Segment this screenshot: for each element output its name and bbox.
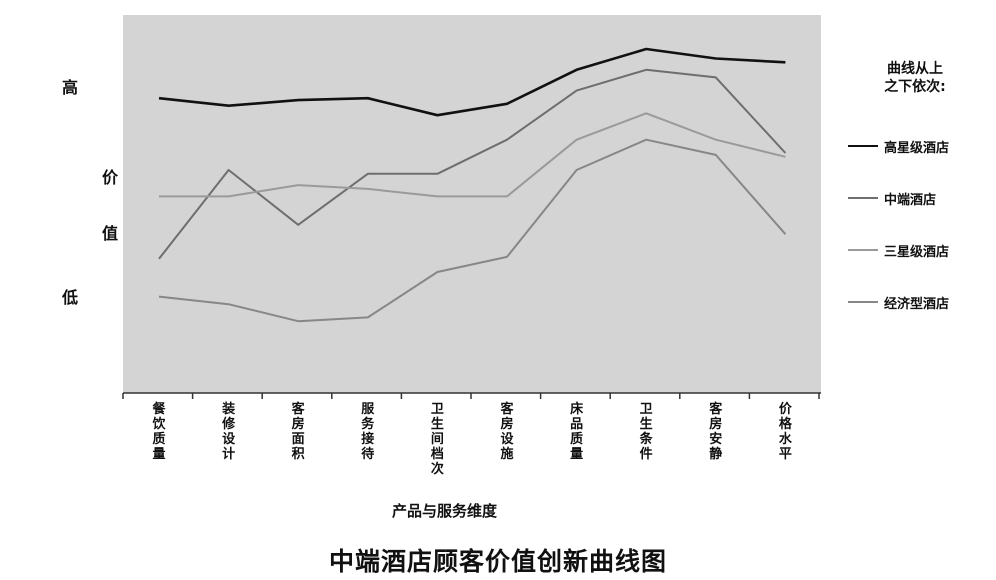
- legend-swatch: [848, 197, 878, 199]
- legend-label: 三星级酒店: [884, 244, 950, 260]
- x-tick-label: 餐饮质量: [152, 402, 166, 462]
- plot-area: [123, 15, 821, 393]
- legend-title: 曲线从上 之下依次:: [855, 60, 975, 96]
- x-tick-label: 卫生间档次: [430, 402, 444, 477]
- x-tick-label: 客房面积: [291, 402, 305, 462]
- legend-label: 经济型酒店: [884, 296, 950, 312]
- legend-item-midscale: 中端酒店: [848, 190, 937, 208]
- legend-swatch: [848, 145, 878, 147]
- legend-swatch: [848, 249, 878, 251]
- series-line-3: [159, 112, 786, 198]
- chart-title: 中端酒店顾客价值创新曲线图: [328, 547, 667, 576]
- series-line-1: [158, 47, 786, 117]
- series-line-4: [158, 138, 787, 323]
- legend-title-line-2: 之下依次:: [884, 79, 946, 95]
- legend-label: 高星级酒店: [884, 140, 950, 156]
- y-high-label: 高: [62, 78, 79, 97]
- legend-title-line-1: 曲线从上: [887, 61, 943, 77]
- x-tick-label: 客房安静: [709, 402, 723, 462]
- legend-item-economy: 经济型酒店: [848, 294, 950, 312]
- x-axis-label: 产品与服务维度: [392, 502, 498, 520]
- x-axis-ticks: [122, 393, 820, 399]
- x-tick-label: 服务接待: [361, 402, 375, 462]
- y-axis-label-char-2: 值: [102, 224, 119, 243]
- legend-item-three-star: 三星级酒店: [848, 242, 950, 260]
- y-low-label: 低: [62, 288, 79, 307]
- series-lines: [158, 47, 787, 323]
- x-tick-label: 装修设计: [222, 402, 236, 462]
- x-tick-label: 客房设施: [500, 402, 514, 462]
- legend-label: 中端酒店: [884, 192, 937, 208]
- y-axis-label-char-1: 价: [102, 168, 119, 187]
- x-tick-label: 床品质量: [570, 402, 584, 462]
- legend-item-high-star: 高星级酒店: [848, 138, 950, 156]
- series-line-2: [158, 68, 787, 260]
- legend-swatch: [848, 301, 878, 303]
- x-tick-label: 价格水平: [778, 402, 792, 462]
- x-tick-label: 卫生条件: [639, 402, 653, 462]
